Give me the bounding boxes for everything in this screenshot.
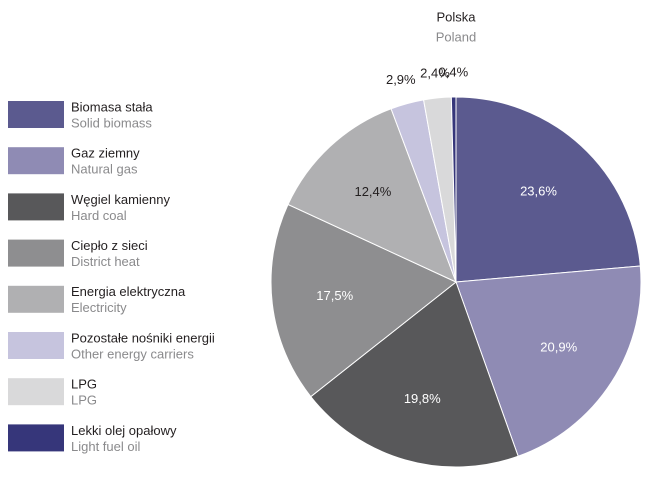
legend-swatch <box>8 147 64 175</box>
legend-label-en: District heat <box>71 254 140 269</box>
value-label: 0,4% <box>439 64 469 79</box>
legend-label-en: Light fuel oil <box>71 439 140 454</box>
legend-swatch <box>8 285 64 313</box>
legend-label: Biomasa stała <box>71 99 153 114</box>
pie-slice <box>455 96 641 283</box>
pie-slice <box>455 265 642 457</box>
value-label: 12,4% <box>354 184 391 199</box>
chart-title: Polska <box>436 9 476 24</box>
legend-swatch <box>8 101 64 128</box>
value-label: 23,6% <box>520 183 557 198</box>
legend-label-en: Electricity <box>71 300 127 315</box>
legend-label-en: Hard coal <box>71 208 127 223</box>
pie-slice <box>287 108 457 283</box>
value-label: 2,9% <box>386 72 416 87</box>
chart-subtitle: Poland <box>436 29 476 44</box>
legend-label: Lekki olej opałowy <box>71 423 177 438</box>
value-label: 2,4% <box>420 65 450 80</box>
legend-label: Pozostałe nośniki energii <box>71 330 215 345</box>
legend-label: Energia elektryczna <box>71 284 186 299</box>
value-label: 17,5% <box>316 288 353 303</box>
legend-label-en: LPG <box>71 393 97 408</box>
pie-slice <box>270 203 457 398</box>
value-label: 20,9% <box>540 339 577 354</box>
legend-label-en: Other energy carriers <box>71 346 194 361</box>
legend-swatch <box>8 378 64 406</box>
legend-label: Węgiel kamienny <box>71 192 170 207</box>
legend-label: LPG <box>71 377 97 392</box>
legend-swatch <box>8 239 64 267</box>
legend-label: Ciepło z sieci <box>71 238 148 253</box>
legend-label-en: Natural gas <box>71 162 138 177</box>
legend-swatch <box>8 332 64 359</box>
value-label: 19,8% <box>404 391 441 406</box>
legend-swatch <box>8 193 64 221</box>
legend-label: Gaz ziemny <box>71 146 140 161</box>
pie-slice <box>450 96 457 283</box>
legend-swatch <box>8 424 64 452</box>
pie-slice <box>310 281 519 468</box>
legend-label-en: Solid biomass <box>71 115 152 130</box>
